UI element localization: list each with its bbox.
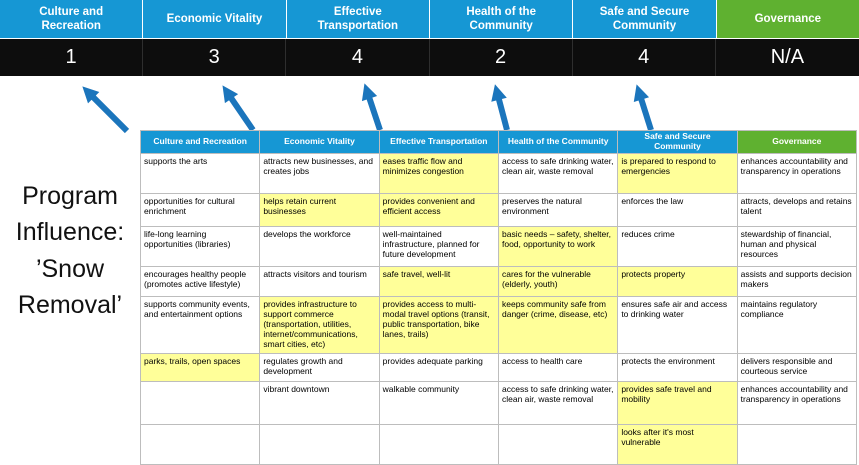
table-cell: attracts, develops and retains talent — [736, 192, 858, 227]
table-cell: access to health care — [497, 352, 619, 382]
scoreboard-header-governance: Governance — [716, 0, 859, 38]
table-row: looks after it's most vulnerable — [139, 423, 858, 465]
table-cell: ensures safe air and access to drinking … — [617, 295, 738, 354]
table-cell: safe travel, well-lit — [378, 265, 499, 297]
table-row: supports the arts attracts new businesses… — [139, 152, 858, 194]
matrix-column-header-governance: Governance — [736, 130, 858, 154]
table-cell: access to safe drinking water, clean air… — [497, 380, 619, 425]
arrow-economic-vitality — [222, 85, 256, 132]
score-value-economic-vitality: 3 — [143, 39, 287, 76]
table-row: parks, trails, open spaces regulates grow… — [139, 352, 858, 382]
arrow-health-community — [491, 84, 510, 131]
table-cell: parks, trails, open spaces — [139, 352, 261, 382]
table-cell: provides adequate parking — [378, 352, 499, 382]
table-cell: develops the workforce — [259, 225, 380, 267]
scoreboard-score-row: 1 3 4 2 4 N/A — [0, 39, 859, 76]
table-cell — [497, 423, 619, 465]
score-value-culture-and-recreation: 1 — [0, 39, 144, 76]
table-cell: supports the arts — [139, 152, 261, 194]
table-cell — [378, 423, 499, 465]
table-cell: is prepared to respond to emergencies — [617, 152, 738, 194]
score-value-effective-transportation: 4 — [286, 39, 430, 76]
table-cell — [139, 380, 261, 425]
table-cell: walkable community — [378, 380, 499, 425]
table-cell: enhances accountability and transparency… — [736, 152, 858, 194]
table-cell: protects property — [617, 265, 738, 297]
influence-table: Culture and Recreation Economic Vitality E… — [139, 130, 858, 465]
table-row: life-long learning opportunities (librar… — [139, 225, 858, 267]
scoreboard-header-economic-vitality: Economic Vitality — [143, 0, 286, 38]
table-cell: delivers responsible and courteous servi… — [736, 352, 858, 382]
table-cell: supports community events, and entertain… — [139, 295, 261, 354]
matrix-header-row: Culture and Recreation Economic Vitality E… — [139, 130, 858, 154]
matrix-column-header-culture-and-recreation: Culture and Recreation — [139, 130, 261, 154]
table-cell: helps retain current businesses — [259, 192, 380, 227]
table-cell: provides safe travel and mobility — [617, 380, 738, 425]
table-cell: vibrant downtown — [259, 380, 380, 425]
matrix-column-header-economic-vitality: Economic Vitality — [259, 130, 380, 154]
table-row: supports community events, and entertain… — [139, 295, 858, 354]
influence-matrix: Culture and Recreation Economic Vitality E… — [139, 130, 858, 465]
table-cell: eases traffic flow and minimizes congest… — [378, 152, 499, 194]
table-cell: encourages healthy people (promotes acti… — [139, 265, 261, 297]
table-cell: attracts visitors and tourism — [259, 265, 380, 297]
table-row: vibrant downtown walkable community access… — [139, 380, 858, 425]
matrix-column-header-effective-transportation: Effective Transportation — [378, 130, 499, 154]
table-row: opportunities for cultural enrichment hel… — [139, 192, 858, 227]
table-cell: protects the environment — [617, 352, 738, 382]
matrix-body: supports the arts attracts new businesses… — [139, 152, 858, 465]
score-value-safe-and-secure-community: 4 — [573, 39, 716, 76]
arrow-safe-secure-community — [633, 84, 654, 131]
table-cell: looks after it's most vulnerable — [617, 423, 738, 465]
table-cell: enforces the law — [617, 192, 738, 227]
table-cell: access to safe drinking water, clean air… — [497, 152, 619, 194]
matrix-column-header-health-of-the-community: Health of the Community — [497, 130, 619, 154]
table-cell: preserves the natural environment — [497, 192, 619, 227]
table-cell — [139, 423, 261, 465]
arrow-culture-recreation — [82, 86, 130, 134]
scoreboard-header-effective-transportation: Effective Transportation — [286, 0, 429, 38]
arrow-effective-transportation — [361, 83, 383, 131]
table-cell: keeps community safe from danger (crime,… — [497, 295, 619, 354]
table-cell: attracts new businesses, and creates job… — [259, 152, 380, 194]
table-cell: regulates growth and development — [259, 352, 380, 382]
scoreboard-header-row: Culture and Recreation Economic Vitality E… — [0, 0, 859, 38]
score-value-health-of-the-community: 2 — [430, 39, 573, 76]
score-value-governance: N/A — [770, 46, 805, 68]
table-cell — [736, 423, 858, 465]
table-cell: stewardship of financial, human and phys… — [736, 225, 858, 267]
table-cell: opportunities for cultural enrichment — [139, 192, 261, 227]
table-cell: enhances accountability and transparency… — [736, 380, 858, 425]
table-row: encourages healthy people (promotes acti… — [139, 265, 858, 297]
scoreboard-header-health-of-the-community: Health of the Community — [429, 0, 573, 38]
scoreboard-header-safe-and-secure-community: Safe and Secure Community — [573, 0, 716, 38]
scoreboard-header-culture-and-recreation: Culture and Recreation — [0, 0, 143, 38]
table-cell: provides convenient and efficient access — [378, 192, 499, 227]
table-cell: reduces crime — [617, 225, 738, 267]
table-cell: well-maintained infrastructure, planned … — [378, 225, 499, 267]
table-cell: maintains regulatory compliance — [736, 295, 858, 354]
matrix-column-header-safe-and-secure-community: Safe and Secure Community — [617, 130, 738, 154]
table-cell — [259, 423, 380, 465]
table-cell: provides infrastructure to support comme… — [259, 295, 380, 354]
table-cell: life-long learning opportunities (librar… — [139, 225, 261, 267]
table-cell: basic needs – safety, shelter, food, opp… — [497, 225, 619, 267]
table-cell: provides access to multi-modal travel op… — [378, 295, 499, 354]
table-cell: cares for the vulnerable (elderly, youth… — [497, 265, 619, 297]
table-cell: assists and supports decision makers — [736, 265, 858, 297]
page-title: Program Influence: ’Snow Removal’ — [15, 182, 125, 319]
